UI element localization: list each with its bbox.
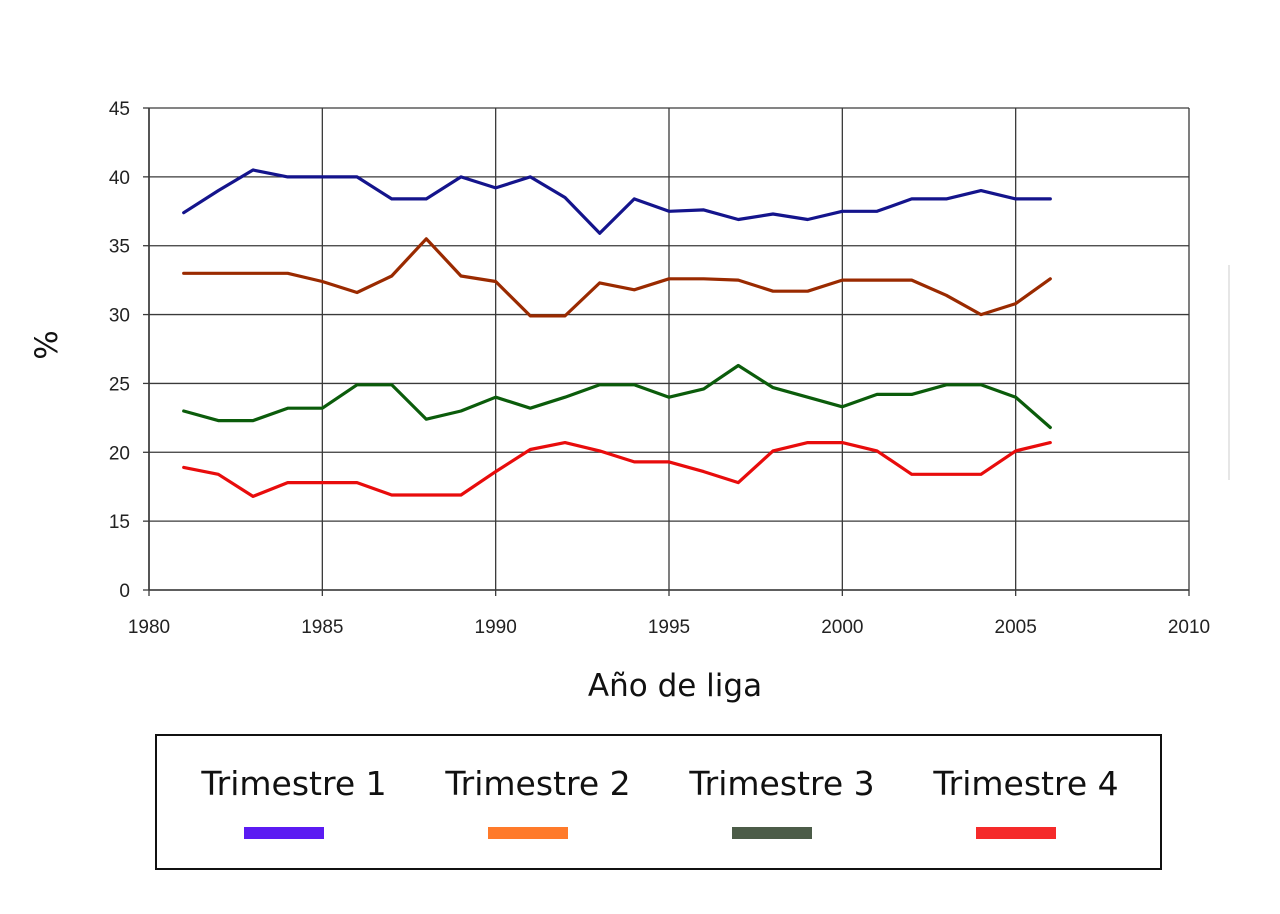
y-tick-label: 25 (109, 374, 130, 395)
right-edge-divider (1228, 265, 1230, 480)
y-tick-label: 45 (109, 99, 130, 120)
legend-box (155, 734, 1162, 870)
y-tick-label: 30 (109, 306, 130, 327)
y-axis-title: % (29, 330, 65, 359)
legend-swatch-trimestre-3 (732, 827, 812, 839)
x-tick-label: 1980 (128, 617, 170, 638)
legend-label-trimestre-3: Trimestre 3 (688, 764, 874, 803)
legend-label-trimestre-4: Trimestre 4 (932, 764, 1118, 803)
y-tick-label: 20 (109, 443, 130, 464)
tick-labels: 0 15 20 25 30 35 40 45 1980 1985 1990 1995 2000 2005 2… (109, 99, 1210, 638)
legend-label-trimestre-2: Trimestre 2 (444, 764, 630, 803)
y-tick-label: 35 (109, 237, 130, 258)
legend-swatch-trimestre-2 (488, 827, 568, 839)
legend-swatch-trimestre-4 (976, 827, 1056, 839)
x-tick-label: 1995 (648, 617, 690, 638)
series-line-trimestre-4 (182, 441, 1052, 498)
legend: Trimestre 1 Trimestre 2 Trimestre 3 Trimest… (155, 734, 1162, 870)
y-tick-label: 40 (109, 168, 130, 189)
series-line-trimestre-2 (182, 237, 1052, 318)
x-tick-label: 1990 (475, 617, 517, 638)
x-tick-label: 2010 (1168, 617, 1210, 638)
x-tick-label: 2005 (995, 617, 1037, 638)
axes (143, 107, 1190, 596)
x-axis-title: Año de liga (588, 668, 762, 704)
x-tick-label: 1985 (301, 617, 343, 638)
legend-swatch-trimestre-1 (244, 827, 324, 839)
legend-label-trimestre-1: Trimestre 1 (200, 764, 386, 803)
x-tick-label: 2000 (821, 617, 863, 638)
y-tick-label: 0 (119, 581, 130, 602)
grid (148, 107, 1190, 591)
y-tick-label: 15 (109, 512, 130, 533)
series-line-trimestre-1 (182, 168, 1052, 235)
series-lines (182, 168, 1052, 498)
series-line-trimestre-3 (182, 363, 1052, 430)
